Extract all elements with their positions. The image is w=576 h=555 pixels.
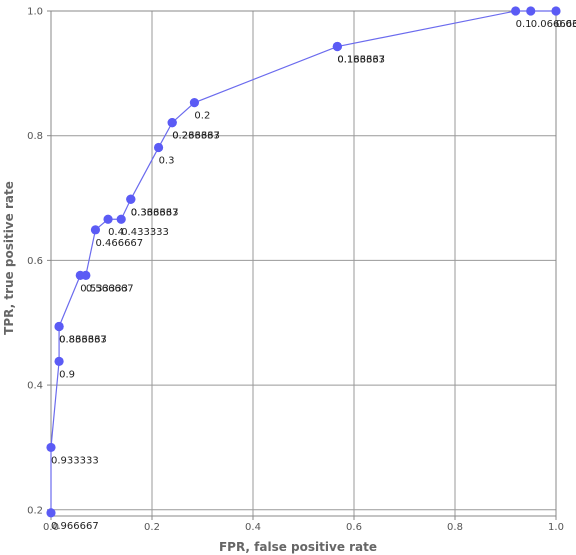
point-label: 0.233333 xyxy=(172,131,220,142)
point-label: 0.133333 xyxy=(337,55,385,66)
y-tick-label: 0.6 xyxy=(27,256,43,267)
roc-point xyxy=(526,6,536,16)
point-label: 0.3 xyxy=(159,156,175,167)
point-label: 0.366667 xyxy=(131,207,179,218)
x-axis-title: FPR, false positive rate xyxy=(219,540,377,554)
point-label: 0.0333333 xyxy=(556,19,576,30)
x-tick-label: 0.0 xyxy=(43,522,59,533)
roc-point xyxy=(90,225,101,235)
x-tick-label: 1.0 xyxy=(548,522,564,533)
axes xyxy=(47,10,557,520)
point-label: 0.566667 xyxy=(86,283,134,294)
roc-point xyxy=(54,356,64,366)
y-tick-label: 1.0 xyxy=(27,7,43,18)
grid xyxy=(51,11,556,516)
point-label: 0.4 xyxy=(108,227,124,238)
point-label: 0.933333 xyxy=(51,455,99,466)
point-label: 0.333333 xyxy=(131,207,179,218)
point-label: 0.833333 xyxy=(59,334,107,345)
tick-labels: 0.0 0.2 0.4 0.6 0.8 1.00.20.40.60.81.0 xyxy=(27,7,564,534)
point-label: 0.1 xyxy=(516,19,532,30)
y-tick-label: 0.2 xyxy=(27,505,43,516)
roc-point xyxy=(103,214,113,224)
y-axis-title: TPR, true positive rate xyxy=(2,181,16,335)
x-tick-label: 0.2 xyxy=(144,522,160,533)
x-tick-label: 0.8 xyxy=(447,522,463,533)
point-label: 0.533333 xyxy=(80,283,128,294)
point-label: 0.966667 xyxy=(51,521,99,532)
roc-point xyxy=(332,41,342,52)
y-tick-label: 0.4 xyxy=(27,381,43,392)
point-label: 0.166667 xyxy=(337,55,385,66)
point-label: 0.9 xyxy=(59,369,75,380)
point-label: 0.0666667 xyxy=(531,19,576,30)
roc-point xyxy=(126,194,136,204)
roc-point xyxy=(46,442,56,453)
roc-point xyxy=(510,6,521,16)
plot-frame xyxy=(50,10,557,517)
point-label: 0.266667 xyxy=(172,131,220,142)
roc-point xyxy=(116,214,126,224)
point-label: 0.866667 xyxy=(59,334,107,345)
point-label: 0.466667 xyxy=(95,238,143,249)
roc-point xyxy=(167,117,177,128)
roc-point xyxy=(46,508,56,518)
point-label: 0.433333 xyxy=(121,227,169,238)
roc-point xyxy=(551,6,561,16)
roc-point xyxy=(54,321,64,332)
x-tick-label: 0.4 xyxy=(245,522,261,533)
roc-point xyxy=(81,270,91,280)
roc-point xyxy=(153,142,164,153)
point-label: 0.2 xyxy=(194,111,210,122)
roc-point xyxy=(189,98,200,108)
roc-series xyxy=(46,6,561,518)
y-tick-label: 0.8 xyxy=(27,131,43,142)
x-tick-label: 0.6 xyxy=(346,522,362,533)
roc-curve-line xyxy=(50,10,556,513)
